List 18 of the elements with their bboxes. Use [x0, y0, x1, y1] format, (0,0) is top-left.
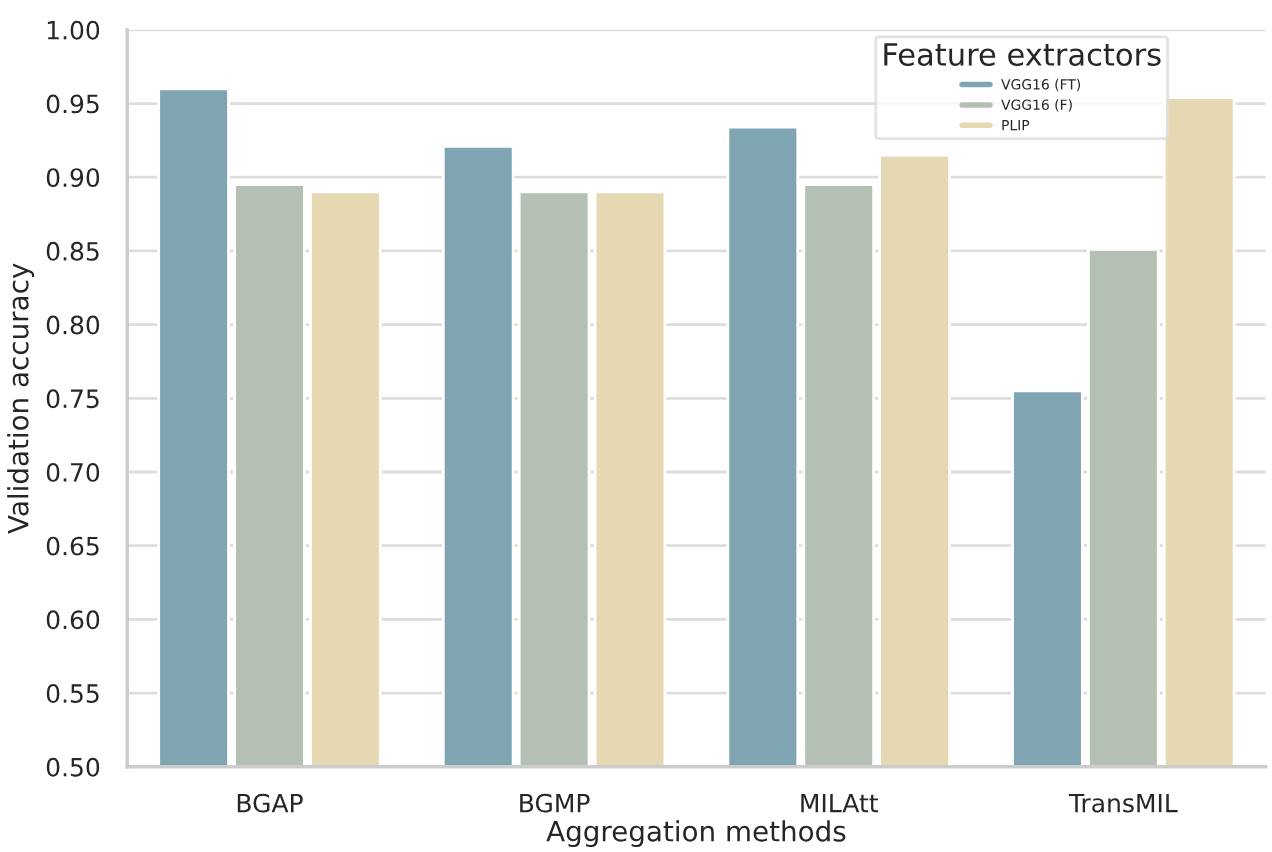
y-tick-label: 0.75	[46, 389, 99, 409]
x-axis-title: Aggregation methods	[546, 820, 846, 848]
y-tick-label: 0.95	[46, 94, 99, 114]
x-tick-label: MILAtt	[801, 793, 878, 813]
y-tick-label: 0.65	[46, 536, 99, 556]
y-tick-label: 0.60	[46, 610, 100, 630]
y-tick-label: 0.70	[46, 462, 100, 482]
x-tick-label: TransMIL	[1068, 793, 1178, 813]
y-tick-label: 0.90	[46, 168, 100, 188]
x-tick-label: BGAP	[237, 793, 303, 813]
y-tick-label: 1.00	[47, 20, 100, 40]
legend-title: Feature extractors	[884, 43, 1161, 66]
y-tick-label: 0.55	[46, 684, 99, 703]
y-axis-title: Validation accuracy	[7, 263, 35, 534]
y-tick-label: 0.85	[46, 241, 99, 261]
x-tick-label: BGMP	[520, 793, 590, 813]
y-tick-label: 0.50	[46, 757, 100, 777]
y-tick-label: 0.80	[46, 315, 100, 335]
